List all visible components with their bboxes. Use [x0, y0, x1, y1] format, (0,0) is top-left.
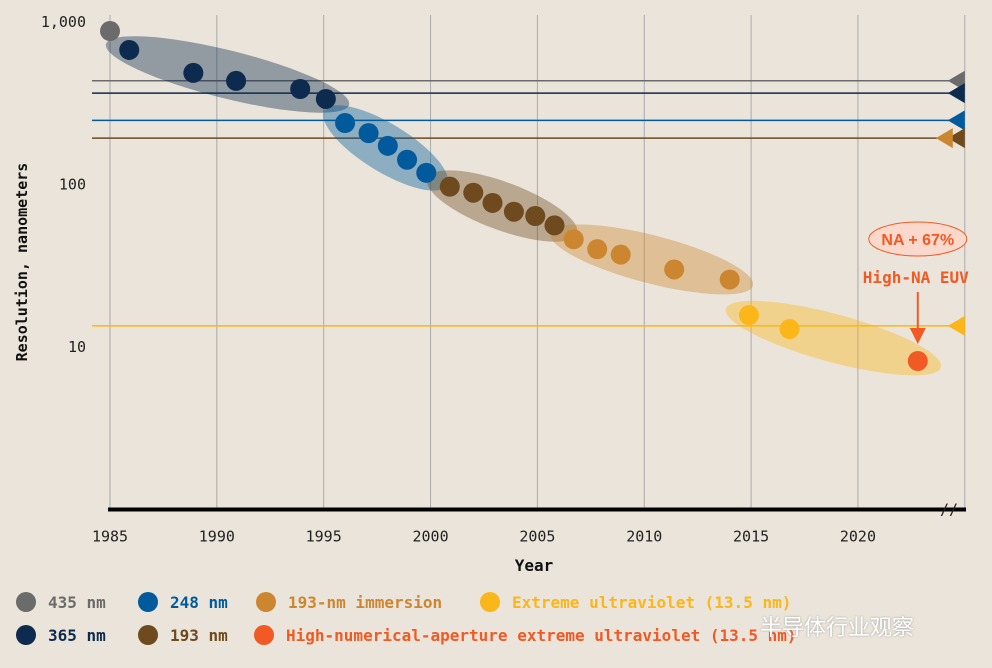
legend-label: 248 nm [170, 592, 228, 612]
wavelength-marker [935, 128, 953, 149]
y-tick-label: 10 [68, 338, 86, 356]
legend-item: Extreme ultraviolet (13.5 nm) [480, 592, 791, 612]
annotation-badge-text: NA + 67% [881, 232, 954, 249]
legend-item: 193 nm [138, 625, 228, 645]
series-cloud [550, 224, 754, 295]
data-point [416, 162, 437, 183]
data-point [335, 113, 356, 134]
x-tick-label: 1995 [306, 528, 342, 546]
x-tick-label: 2010 [626, 528, 662, 546]
x-tick-label: 2000 [412, 528, 448, 546]
legend-item: High-numerical-aperture extreme ultravio… [254, 625, 797, 645]
watermark: 半导体行业观察 [760, 616, 915, 641]
legend-swatch [480, 592, 500, 612]
legend-label: Extreme ultraviolet (13.5 nm) [512, 592, 792, 612]
legend-item: 248 nm [138, 592, 228, 612]
x-axis-title: Year [514, 556, 554, 575]
data-point [439, 176, 460, 197]
legend-label: 435 nm [48, 592, 106, 612]
x-tick-label: 2015 [733, 528, 769, 546]
data-point [100, 21, 120, 42]
data-point [664, 259, 685, 280]
legend-swatch [16, 625, 36, 645]
legend-item: 435 nm [16, 592, 106, 612]
data-point [503, 201, 524, 222]
legend-swatch [256, 592, 276, 612]
wavelength-marker [947, 110, 965, 131]
y-tick-label: 1,000 [41, 13, 86, 31]
data-point [482, 192, 503, 213]
data-point [907, 351, 928, 372]
legend-item: 193-nm immersion [256, 592, 442, 612]
legend-label: 193-nm immersion [288, 592, 443, 612]
data-point [563, 229, 584, 250]
data-point [610, 244, 631, 265]
data-point [119, 39, 140, 60]
data-point [226, 70, 247, 91]
wavelength-marker [947, 128, 965, 149]
annotation-label: High-NA EUV [863, 268, 969, 287]
y-axis-title: Resolution, nanometers [13, 162, 31, 362]
x-tick-label: 1985 [92, 528, 128, 546]
data-point [290, 78, 311, 99]
data-point [738, 305, 759, 326]
annotation-arrowhead [909, 328, 926, 344]
data-point [525, 205, 546, 226]
series-cloud [105, 36, 350, 113]
data-point [315, 88, 336, 109]
data-point [463, 182, 484, 203]
legend-item: 365 nm [16, 625, 106, 645]
legend-label: 365 nm [48, 625, 106, 645]
wavelength-marker [947, 83, 965, 104]
data-point [779, 319, 800, 340]
legend-label: 193 nm [170, 625, 228, 645]
legend-swatch [138, 592, 158, 612]
data-point [358, 123, 379, 144]
axis-break-icon: // [940, 501, 958, 519]
y-tick-label: 100 [59, 176, 86, 194]
wavelength-marker [947, 315, 965, 336]
legend-label: High-numerical-aperture extreme ultravio… [286, 625, 797, 645]
x-tick-label: 2020 [840, 528, 876, 546]
legend-swatch [138, 625, 158, 645]
data-point [544, 215, 565, 236]
data-point [397, 149, 418, 170]
series-cloud [725, 300, 942, 376]
annotation-badge [868, 221, 968, 257]
data-point [719, 269, 740, 290]
data-point [377, 135, 398, 156]
data-point [183, 62, 204, 83]
data-point [587, 239, 608, 260]
x-tick-label: 2005 [519, 528, 555, 546]
legend-swatch [16, 592, 36, 612]
x-tick-label: 1990 [199, 528, 235, 546]
legend-swatch [254, 625, 274, 645]
